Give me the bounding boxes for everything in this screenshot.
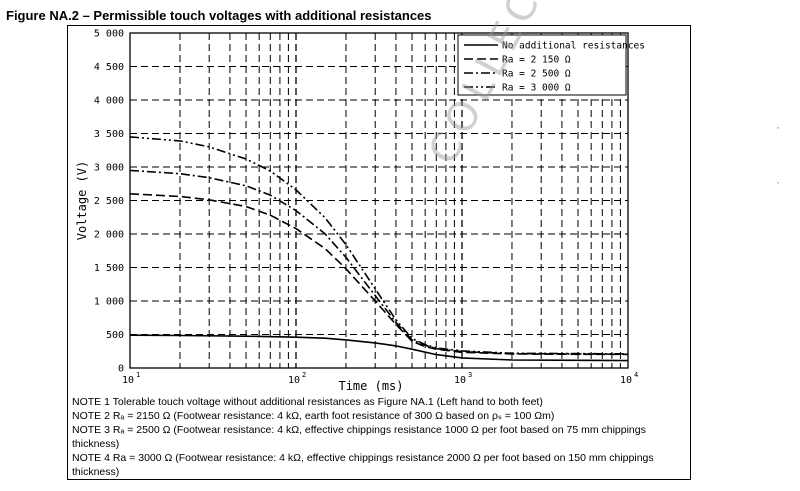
series-line-1: [129, 334, 629, 362]
series-lines: [129, 136, 629, 362]
y-tick-label: 1 500: [94, 263, 124, 274]
series-line-3: [129, 169, 629, 356]
x-tick-exponent: 4: [634, 371, 638, 379]
legend: No additional resistances Ra = 2 150 Ω Ra …: [457, 34, 645, 96]
y-tick-label: 2 000: [94, 230, 124, 241]
y-tick-label: 4 500: [94, 62, 124, 73]
y-tick-label: 5 000: [94, 29, 124, 40]
y-tick-label: 2 500: [94, 196, 124, 207]
y-tick-label: 0: [118, 364, 124, 375]
y-tick-label: 3 000: [94, 163, 124, 174]
figure-title: Figure NA.2 – Permissible touch voltages…: [6, 8, 432, 23]
figure-frame: [67, 25, 691, 480]
x-tick-label: 10: [620, 375, 632, 386]
note-4: NOTE 4 Ra = 3000 Ω (Footwear resistance:…: [72, 452, 654, 478]
margin-mark: ·: [776, 120, 780, 134]
y-tick-label: 1 000: [94, 297, 124, 308]
x-tick-exponent: 2: [302, 371, 306, 379]
note-1: NOTE 1 Tolerable touch voltage without a…: [72, 396, 543, 408]
series-line-4: [129, 136, 629, 355]
x-tick-exponent: 1: [136, 371, 140, 379]
legend-label: Ra = 2 500 Ω: [502, 69, 571, 80]
y-axis-label: Voltage (V): [75, 161, 89, 240]
x-tick-label: 10: [122, 375, 134, 386]
notes-block: NOTE 1 Tolerable touch voltage without a…: [72, 395, 690, 479]
x-tick-label: 10: [288, 375, 300, 386]
legend-label: No additional resistances: [502, 41, 645, 52]
legend-label: Ra = 2 150 Ω: [502, 55, 571, 66]
margin-mark: ·: [776, 175, 780, 189]
legend-label: Ra = 3 000 Ω: [502, 83, 571, 94]
plot-border: [129, 32, 629, 369]
y-tick-label: 4 000: [94, 96, 124, 107]
x-axis-label: Time (ms): [338, 379, 403, 393]
note-3: NOTE 3 Rₐ = 2500 Ω (Footwear resistance:…: [72, 424, 646, 450]
note-2: NOTE 2 Rₐ = 2150 Ω (Footwear resistance:…: [72, 410, 555, 422]
y-tick-label: 3 500: [94, 129, 124, 140]
series-line-2: [129, 193, 628, 356]
x-tick-exponent: 3: [468, 371, 472, 379]
y-tick-label: 500: [106, 330, 124, 341]
axes: 0 500 1 000 1 500 2 000 2 500 3 000 3 500 4 000 4…: [75, 29, 638, 394]
x-tick-label: 10: [454, 375, 466, 386]
